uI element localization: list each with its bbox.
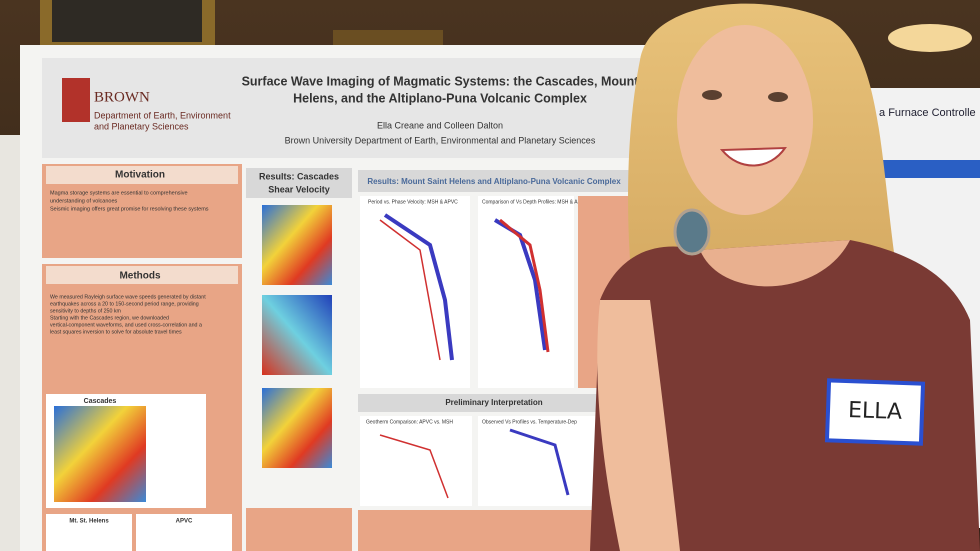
bullet-text: Magma storage systems are essential to c… (50, 190, 188, 196)
name-tag-card (824, 378, 926, 446)
section-title: Shear Velocity (268, 184, 330, 194)
section-title: Motivation (115, 170, 165, 181)
map-label: Mt. St. Helens (69, 519, 109, 525)
plot-curve (379, 219, 441, 361)
section-header (358, 170, 630, 192)
plot-title: Geotherm Comparison: APVC vs. MSH (366, 419, 453, 425)
map-panel (46, 514, 132, 551)
bullet-text: Seismic imaging offers great promise for… (50, 206, 209, 212)
map-label: Cascades (84, 398, 117, 405)
painting (52, 0, 202, 42)
department: and Planetary Sciences (94, 121, 189, 131)
plot-curve (509, 428, 570, 496)
plot-panel (360, 416, 472, 506)
plot-title: Period vs. Phase Velocity: MSH & APVC (368, 199, 458, 205)
section-header (46, 166, 238, 184)
section-header (246, 168, 352, 198)
face (677, 25, 813, 215)
section-title: Preliminary Interpretation (445, 398, 542, 407)
poster-header (42, 58, 642, 158)
shirt (590, 240, 980, 551)
bullet-text: understanding of volcanoes (50, 198, 118, 204)
section-title: Results: Mount Saint Helens and Altiplan… (367, 177, 621, 186)
authors: Ella Creane and Colleen Dalton (377, 120, 503, 130)
plot-title: Observed Vs Profiles vs. Temperature-Dep (482, 419, 577, 425)
plot-title: Comparison of Vs Depth Profiles: MSH & A… (482, 199, 588, 205)
bullet-text: least squares inversion to solve for abs… (50, 329, 182, 335)
velocity-map (262, 205, 332, 285)
section-header (358, 394, 630, 412)
bullet-text: Starting with the Cascades region, we do… (50, 315, 169, 321)
side-poster-title: eating a Furnace Controlle (846, 107, 976, 119)
lamp (888, 24, 972, 52)
earring (673, 208, 711, 256)
bullet-text: sensitivity to depths of 250 km (50, 308, 122, 314)
map-label: APVC (176, 519, 193, 525)
section-title: Methods (119, 271, 161, 282)
text-box (358, 510, 630, 551)
name-tag: ELLA (824, 378, 926, 446)
plot-curve (499, 218, 550, 353)
poster-title: Helens, and the Altiplano-Puna Volcanic … (293, 91, 587, 105)
department: Department of Earth, Environment (94, 110, 231, 120)
map-panel (136, 514, 232, 551)
brown-logo-shield (62, 78, 90, 122)
bullet-text: earthquakes across a 20 to 150-second pe… (50, 301, 199, 307)
bullet-text: vertical-component waveforms, and used c… (50, 322, 202, 328)
bullet-text: We measured Rayleigh surface wave speeds… (50, 294, 206, 300)
plot-curve (383, 213, 454, 361)
plot-panel (478, 416, 598, 506)
velocity-map (262, 295, 332, 375)
velocity-map (262, 388, 332, 468)
plot-panel (478, 196, 574, 388)
section-header (46, 266, 238, 284)
map-image (54, 406, 146, 502)
side-poster-band (870, 160, 980, 178)
eye (768, 92, 788, 102)
poster-title: Surface Wave Imaging of Magmatic Systems… (242, 74, 640, 88)
name-tag-text: ELLA (848, 398, 903, 425)
arm (597, 300, 680, 551)
plot-curve (379, 434, 449, 499)
eye (702, 90, 722, 100)
affiliation: Brown University Department of Earth, En… (285, 135, 596, 145)
neck (700, 240, 850, 287)
logo-text: BROWN (94, 89, 150, 105)
section-title: Results: Cascades (259, 171, 339, 181)
smile (719, 146, 787, 167)
text-box (246, 508, 352, 551)
